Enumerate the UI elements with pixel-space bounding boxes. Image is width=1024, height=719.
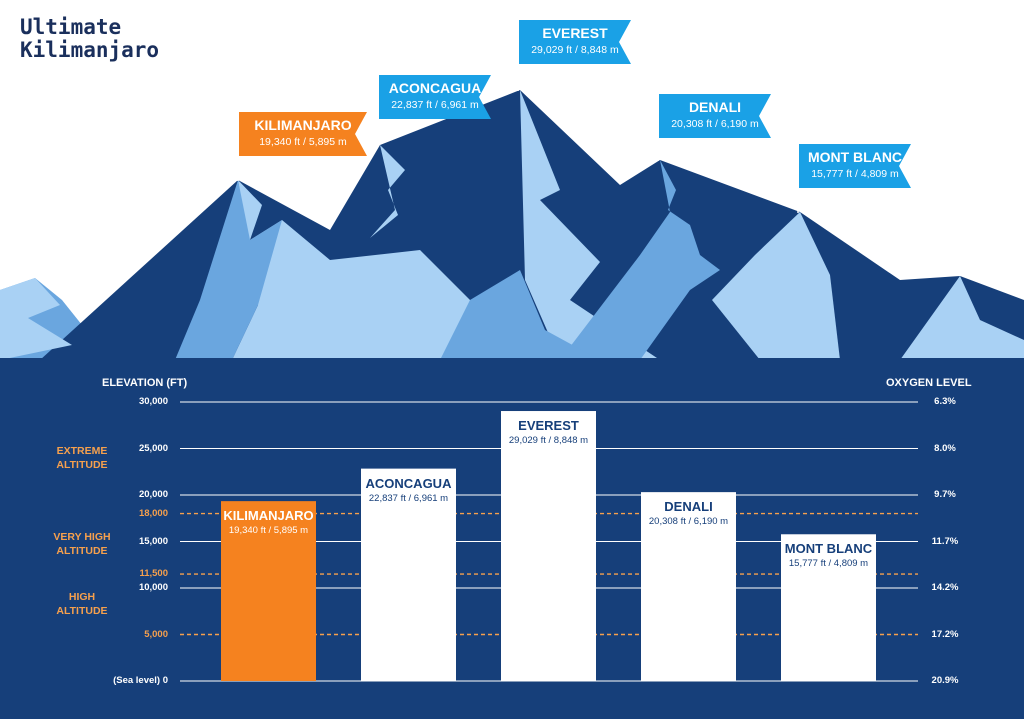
flag-name: ACONCAGUA: [388, 80, 482, 96]
brand-line-2: Kilimanjaro: [20, 38, 160, 62]
bar-kilimanjaro: [221, 501, 316, 681]
bar-name: DENALI: [664, 499, 713, 515]
bar-value-label: 15,777 ft / 4,809 m: [788, 558, 869, 570]
y-tick-label: 30,000: [138, 396, 168, 407]
flag-mont-blanc: MONT BLANC 15,777 ft / 4,809 m: [799, 144, 911, 188]
oxygen-tick-label: 9.7%: [934, 489, 956, 500]
y-tick-label: 15,000: [138, 535, 168, 547]
bar-label: DENALI 20,308 ft / 6,190 m: [641, 499, 736, 527]
y-tick-label: 10,000: [138, 582, 168, 593]
y-axis-title: ELEVATION (FT): [102, 377, 188, 389]
flag-denali: DENALI 20,308 ft / 6,190 m: [659, 94, 771, 138]
bar-name: ACONCAGUA: [365, 475, 452, 491]
bar-value-label: 19,340 ft / 5,895 m: [228, 525, 309, 537]
bar-name: KILIMANJARO: [223, 508, 314, 524]
bar-label: EVEREST 29,029 ft / 8,848 m: [501, 418, 596, 446]
flag-name: EVEREST: [542, 25, 608, 41]
flag-elevation: 15,777 ft / 4,809 m: [811, 168, 899, 180]
flag-elevation: 19,340 ft / 5,895 m: [259, 136, 347, 148]
bar-value-label: 20,308 ft / 6,190 m: [648, 516, 729, 528]
mountain-illustration: [0, 90, 1024, 360]
altitude-zone-label: EXTREME ALTITUDE: [56, 444, 108, 471]
bar-name: EVEREST: [518, 418, 579, 434]
oxygen-tick-label: 17.2%: [931, 628, 959, 640]
altitude-zone-label: VERY HIGH ALTITUDE: [53, 530, 111, 557]
bar-everest: [501, 411, 596, 681]
bar-label: MONT BLANC 15,777 ft / 4,809 m: [781, 541, 876, 569]
brand-line-1: Ultimate: [20, 15, 122, 39]
flag-elevation: 22,837 ft / 6,961 m: [391, 99, 479, 111]
bar-denali: [641, 492, 736, 681]
flag-elevation: 20,308 ft / 6,190 m: [671, 118, 759, 130]
oxygen-tick-label: 6.3%: [934, 396, 956, 407]
bar-label: KILIMANJARO 19,340 ft / 5,895 m: [221, 508, 316, 536]
y-tick-label: (Sea level) 0: [113, 675, 168, 686]
flag-name: MONT BLANC: [807, 149, 903, 165]
oxygen-tick-label: 14.2%: [931, 582, 959, 593]
bar-name: MONT BLANC: [784, 541, 873, 557]
bar-value-label: 22,837 ft / 6,961 m: [368, 492, 449, 504]
bars: [221, 411, 876, 681]
oxygen-tick-label: 8.0%: [934, 442, 956, 454]
zone-tick-label: 5,000: [144, 628, 168, 640]
bar-aconcagua: [361, 468, 456, 681]
bar-value-label: 29,029 ft / 8,848 m: [508, 435, 589, 447]
flag-kilimanjaro: KILIMANJARO 19,340 ft / 5,895 m: [239, 112, 367, 156]
flag-name: DENALI: [688, 99, 742, 115]
altitude-zone-label: HIGH ALTITUDE: [56, 591, 108, 618]
flag-name: KILIMANJARO: [254, 117, 352, 133]
flag-elevation: 29,029 ft / 8,848 m: [531, 44, 619, 56]
flag-aconcagua: ACONCAGUA 22,837 ft / 6,961 m: [379, 75, 491, 119]
bar-label: ACONCAGUA 22,837 ft / 6,961 m: [361, 476, 456, 504]
brand-logo: Ultimate Kilimanjaro: [20, 16, 159, 62]
y-tick-label: 25,000: [138, 442, 168, 454]
y-tick-label: 20,000: [138, 489, 168, 500]
flagpoles: [237, 20, 799, 213]
oxygen-tick-label: 11.7%: [931, 535, 959, 547]
zone-tick-label: 11,500: [139, 568, 168, 580]
zone-tick-label: 18,000: [138, 507, 168, 519]
bar-mont-blanc: [781, 534, 876, 681]
oxygen-axis-title: OXYGEN LEVEL: [886, 377, 972, 389]
oxygen-tick-label: 20.9%: [931, 675, 959, 686]
flag-everest: EVEREST 29,029 ft / 8,848 m: [519, 20, 631, 64]
